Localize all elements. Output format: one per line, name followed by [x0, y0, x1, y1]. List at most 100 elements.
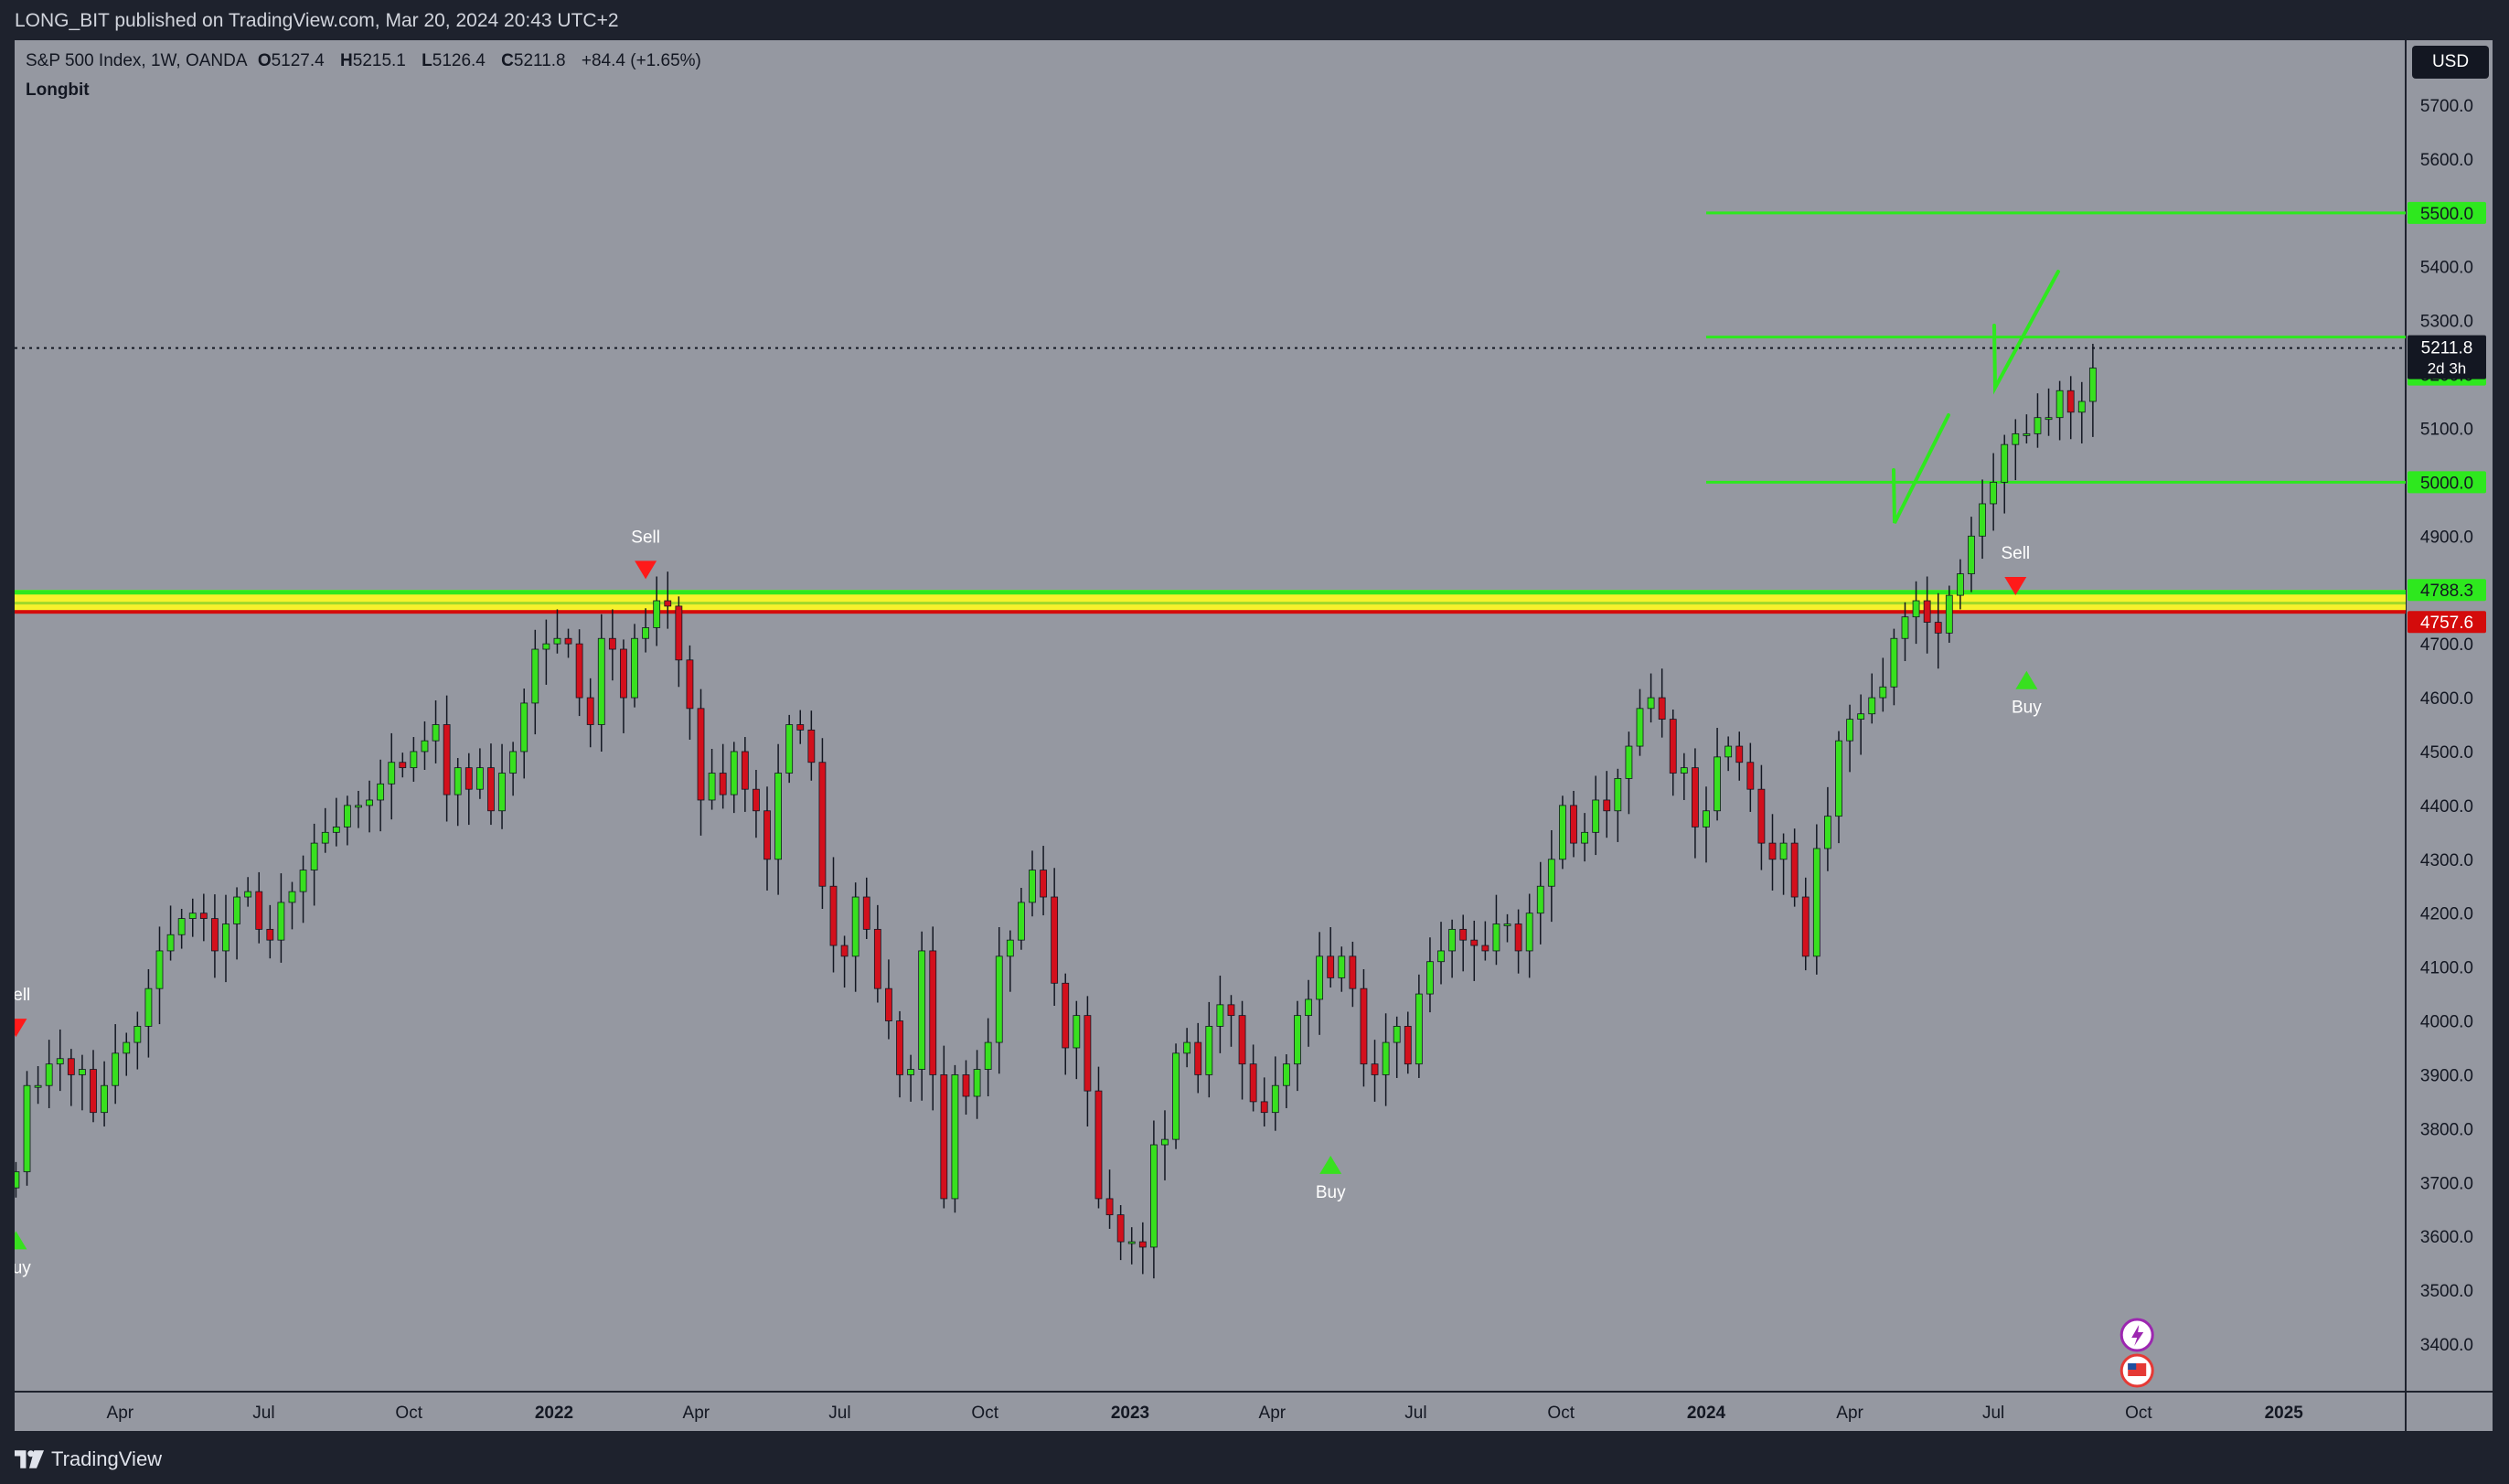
- candle-body[interactable]: [343, 805, 351, 827]
- candle-body[interactable]: [177, 918, 186, 935]
- candle-body[interactable]: [155, 950, 164, 989]
- candle-body[interactable]: [166, 934, 175, 952]
- candle-body[interactable]: [1912, 600, 1920, 618]
- candle-body[interactable]: [885, 988, 892, 1021]
- chart-area[interactable]: 3400.0 3500.0 3600.0 3700.0 3800.0 3900.0 4000…: [15, 40, 2493, 1431]
- candle-body[interactable]: [608, 637, 616, 650]
- candle-body[interactable]: [1536, 885, 1544, 914]
- candle-body[interactable]: [1879, 686, 1887, 699]
- candle-body[interactable]: [1238, 1015, 1246, 1065]
- candle-body[interactable]: [1426, 961, 1434, 995]
- candle-body[interactable]: [675, 605, 683, 661]
- candle-body[interactable]: [851, 896, 859, 957]
- candle-body[interactable]: [67, 1058, 75, 1075]
- candle-body[interactable]: [1636, 708, 1644, 747]
- candle-body[interactable]: [1868, 697, 1876, 715]
- candle-body[interactable]: [1990, 481, 1998, 505]
- candle-body[interactable]: [79, 1069, 86, 1075]
- candle-body[interactable]: [509, 751, 518, 774]
- candle-body[interactable]: [1812, 848, 1820, 957]
- candle-body[interactable]: [2088, 368, 2097, 402]
- candle-body[interactable]: [399, 762, 407, 769]
- candle-body[interactable]: [631, 637, 638, 699]
- candle-body[interactable]: [377, 783, 385, 801]
- candle-body[interactable]: [1459, 928, 1468, 941]
- candle-body[interactable]: [763, 810, 771, 860]
- candle-body[interactable]: [586, 697, 594, 725]
- candle-body[interactable]: [1658, 697, 1666, 721]
- candle-body[interactable]: [1116, 1214, 1125, 1243]
- candle-body[interactable]: [432, 724, 440, 742]
- currency-button[interactable]: USD: [2412, 46, 2489, 79]
- candle-body[interactable]: [277, 902, 285, 941]
- candle-body[interactable]: [575, 643, 583, 699]
- candle-body[interactable]: [90, 1069, 97, 1114]
- candle-body[interactable]: [1724, 745, 1733, 758]
- candle-body[interactable]: [1360, 988, 1368, 1065]
- candle-body[interactable]: [2012, 432, 2020, 445]
- candle-body[interactable]: [1647, 697, 1655, 710]
- candle-body[interactable]: [796, 724, 805, 731]
- candle-body[interactable]: [1779, 842, 1788, 860]
- candle-body[interactable]: [211, 918, 219, 952]
- candle-body[interactable]: [1105, 1198, 1114, 1216]
- candle-body[interactable]: [288, 891, 296, 903]
- candle-body[interactable]: [807, 729, 816, 763]
- candle-body[interactable]: [1260, 1101, 1268, 1114]
- candle-body[interactable]: [1570, 805, 1577, 844]
- candle-body[interactable]: [1680, 767, 1688, 774]
- candle-body[interactable]: [1216, 1004, 1224, 1027]
- candle-body[interactable]: [1084, 1015, 1092, 1092]
- candle-body[interactable]: [1757, 788, 1766, 844]
- candle-body[interactable]: [112, 1052, 120, 1086]
- candle-body[interactable]: [34, 1084, 42, 1088]
- candle-body[interactable]: [1968, 535, 1975, 574]
- candle-body[interactable]: [553, 637, 561, 645]
- candle-body[interactable]: [1581, 831, 1588, 844]
- candle-body[interactable]: [1890, 637, 1898, 688]
- candle-body[interactable]: [1559, 805, 1566, 860]
- candle-body[interactable]: [597, 637, 605, 725]
- candle-body[interactable]: [1051, 896, 1059, 984]
- candle-body[interactable]: [144, 988, 153, 1027]
- candle-body[interactable]: [188, 913, 197, 919]
- candle-body[interactable]: [929, 950, 937, 1075]
- candle-body[interactable]: [366, 799, 373, 806]
- candle-body[interactable]: [1835, 740, 1842, 817]
- candle-body[interactable]: [1349, 956, 1357, 989]
- candle-body[interactable]: [454, 767, 462, 795]
- candle-body[interactable]: [15, 1171, 20, 1189]
- candle-body[interactable]: [1006, 939, 1014, 957]
- candle-body[interactable]: [862, 896, 870, 930]
- candle-body[interactable]: [1338, 956, 1346, 978]
- candle-body[interactable]: [45, 1063, 53, 1086]
- candle-body[interactable]: [1327, 956, 1335, 978]
- candle-body[interactable]: [443, 724, 451, 795]
- candle-body[interactable]: [1415, 993, 1423, 1065]
- tradingview-brand[interactable]: TradingView: [15, 1447, 162, 1471]
- candle-body[interactable]: [951, 1074, 959, 1200]
- candle-body[interactable]: [774, 773, 782, 860]
- candle-body[interactable]: [1945, 594, 1953, 634]
- candle-body[interactable]: [1714, 756, 1721, 812]
- candle-body[interactable]: [719, 773, 727, 795]
- candle-body[interactable]: [918, 950, 926, 1070]
- candle-body[interactable]: [973, 1069, 981, 1097]
- candle-body[interactable]: [2066, 390, 2075, 413]
- candle-body[interactable]: [421, 740, 429, 753]
- candle-body[interactable]: [1094, 1090, 1103, 1200]
- candle-body[interactable]: [730, 751, 738, 795]
- candle-body[interactable]: [123, 1041, 131, 1054]
- candle-body[interactable]: [1801, 896, 1810, 957]
- candle-body[interactable]: [1790, 842, 1799, 898]
- candle-body[interactable]: [1073, 1015, 1081, 1049]
- candle-body[interactable]: [487, 767, 495, 812]
- candle-body[interactable]: [464, 767, 473, 790]
- candle-body[interactable]: [1040, 870, 1047, 898]
- candle-body[interactable]: [1901, 616, 1909, 639]
- candle-body[interactable]: [2045, 417, 2053, 421]
- candle-body[interactable]: [818, 762, 827, 887]
- candle-body[interactable]: [896, 1020, 903, 1075]
- candle-body[interactable]: [1282, 1063, 1290, 1086]
- candle-body[interactable]: [266, 928, 274, 941]
